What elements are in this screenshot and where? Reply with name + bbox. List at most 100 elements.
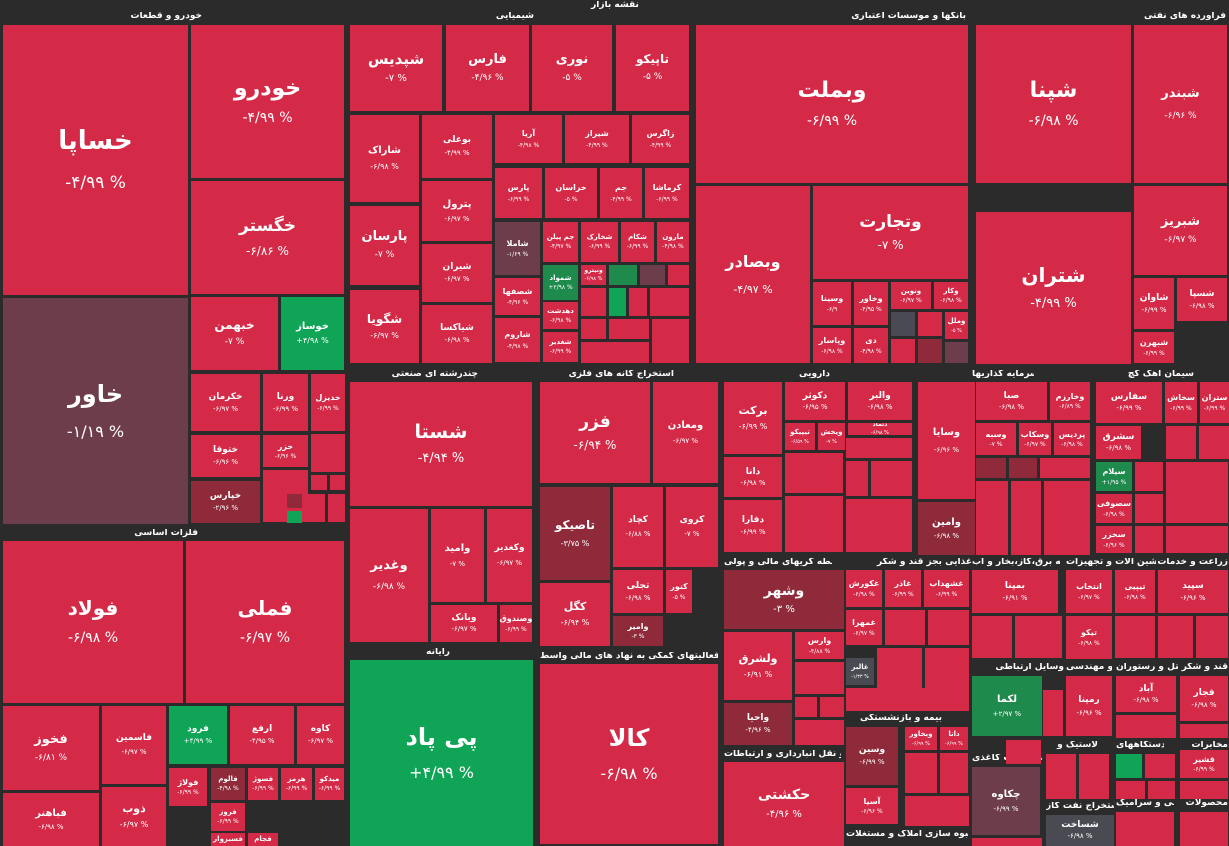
- stock-tile-unlabeled[interactable]: [1180, 781, 1228, 799]
- stock-tile[interactable]: وبصادر -۴/۹۷ %: [696, 186, 810, 363]
- stock-tile[interactable]: شبندر -۶/۹۶ %: [1134, 25, 1227, 183]
- stock-tile-unlabeled[interactable]: [785, 496, 843, 552]
- stock-tile-unlabeled[interactable]: [581, 319, 606, 339]
- stock-tile[interactable]: کگل -۶/۹۴ %: [540, 583, 610, 646]
- stock-tile[interactable]: شاملا -۱/۶۹ %: [495, 222, 540, 275]
- stock-tile-unlabeled[interactable]: [976, 458, 1006, 478]
- stock-tile[interactable]: وسکاب -۶/۹۷ %: [1019, 423, 1051, 455]
- stock-tile[interactable]: غالبر -۱/۳۳ %: [846, 658, 874, 685]
- stock-tile[interactable]: وخارزم -۶/۸۹ %: [1050, 382, 1090, 420]
- stock-tile[interactable]: ویخش -۷ %: [818, 423, 845, 450]
- stock-tile-unlabeled[interactable]: [1116, 754, 1142, 778]
- stock-tile-unlabeled[interactable]: [581, 342, 649, 363]
- stock-tile-unlabeled[interactable]: [846, 688, 969, 711]
- stock-tile[interactable]: غکورش -۶/۹۸ %: [846, 570, 882, 607]
- stock-tile[interactable]: شساخت -۶/۹۸ %: [1046, 815, 1114, 846]
- stock-tile[interactable]: خوساز +۴/۹۸ %: [281, 297, 344, 370]
- stock-tile[interactable]: کچاد -۶/۸۸ %: [613, 487, 663, 567]
- stock-tile[interactable]: صبا -۶/۹۸ %: [976, 382, 1047, 420]
- stock-tile[interactable]: فولاژ -۶/۹۹ %: [169, 768, 207, 806]
- stock-tile[interactable]: شپدیس -۷ %: [350, 25, 442, 111]
- stock-tile[interactable]: کرماشا -۶/۹۹ %: [645, 168, 689, 218]
- stock-tile[interactable]: تجلی -۶/۹۸ %: [613, 570, 663, 613]
- stock-tile[interactable]: غمهرا -۶/۹۷ %: [846, 610, 882, 645]
- stock-tile[interactable]: وامید -۷ %: [431, 509, 484, 602]
- stock-tile[interactable]: تیکو -۶/۹۸ %: [1066, 616, 1112, 659]
- stock-tile-unlabeled[interactable]: [1044, 481, 1090, 555]
- stock-tile[interactable]: شیاکسا -۶/۹۸ %: [422, 305, 492, 363]
- stock-tile-unlabeled[interactable]: [945, 342, 968, 363]
- stock-tile-unlabeled[interactable]: [1040, 458, 1090, 478]
- stock-tile[interactable]: ستران -۶/۹۹ %: [1200, 382, 1229, 423]
- stock-tile-unlabeled[interactable]: [328, 494, 345, 522]
- stock-tile[interactable]: سخزر -۶/۹۶ %: [1096, 526, 1132, 553]
- stock-tile[interactable]: وملل -۵ %: [945, 312, 968, 339]
- stock-tile[interactable]: ومعادن -۶/۹۷ %: [653, 382, 718, 483]
- stock-tile-unlabeled[interactable]: [1006, 740, 1041, 764]
- stock-tile[interactable]: برکت -۶/۹۹ %: [724, 382, 782, 454]
- stock-tile-unlabeled[interactable]: [940, 753, 968, 793]
- stock-tile-unlabeled[interactable]: [846, 499, 912, 552]
- stock-tile-unlabeled[interactable]: [1199, 426, 1229, 459]
- stock-tile[interactable]: فولاد -۶/۹۸ %: [3, 541, 183, 703]
- stock-tile[interactable]: پترول -۶/۹۷ %: [422, 181, 492, 241]
- stock-tile[interactable]: کروی -۷ %: [666, 487, 718, 567]
- stock-tile[interactable]: نوری -۵ %: [532, 25, 612, 111]
- stock-tile-unlabeled[interactable]: [918, 312, 942, 336]
- stock-tile[interactable]: شیراز -۴/۹۹ %: [565, 115, 629, 163]
- stock-tile[interactable]: شصفها -۴/۹۶ %: [495, 278, 540, 315]
- stock-tile-unlabeled[interactable]: [311, 434, 345, 472]
- stock-tile-unlabeled[interactable]: [652, 319, 689, 363]
- stock-tile[interactable]: وامیر -۳ %: [613, 616, 663, 646]
- stock-tile[interactable]: وبخاور -۶/۹۹ %: [905, 727, 937, 750]
- stock-tile-unlabeled[interactable]: [905, 796, 969, 826]
- stock-tile[interactable]: خکرمان -۶/۹۷ %: [191, 374, 260, 431]
- stock-tile-unlabeled[interactable]: [1145, 754, 1175, 778]
- stock-tile-unlabeled[interactable]: [1045, 616, 1062, 658]
- stock-tile[interactable]: شاروم -۴/۹۸ %: [495, 318, 540, 362]
- stock-tile[interactable]: خودرو -۴/۹۹ %: [191, 25, 344, 178]
- stock-tile[interactable]: فخوز -۶/۸۱ %: [3, 706, 99, 790]
- stock-tile[interactable]: تاصیکو -۳/۷۵ %: [540, 487, 610, 580]
- stock-tile-unlabeled[interactable]: [1135, 526, 1163, 553]
- stock-tile[interactable]: فرود +۴/۹۹ %: [169, 706, 227, 764]
- stock-tile-unlabeled[interactable]: [1180, 724, 1228, 738]
- stock-tile[interactable]: فجام: [248, 833, 278, 846]
- stock-tile[interactable]: وسبه -۷ %: [976, 423, 1016, 455]
- stock-tile-unlabeled[interactable]: [905, 753, 937, 793]
- stock-tile[interactable]: کاوه -۶/۹۷ %: [297, 706, 344, 764]
- stock-tile[interactable]: شاراک -۶/۹۸ %: [350, 115, 419, 202]
- stock-tile[interactable]: فاسمین -۶/۹۷ %: [102, 706, 166, 784]
- stock-tile-unlabeled[interactable]: [640, 265, 665, 285]
- stock-tile[interactable]: فارس -۴/۹۶ %: [446, 25, 529, 111]
- stock-tile[interactable]: شسپا -۶/۹۸ %: [1177, 278, 1227, 321]
- stock-tile-unlabeled[interactable]: [1009, 458, 1037, 478]
- stock-tile[interactable]: خبهمن -۷ %: [191, 297, 278, 370]
- stock-tile[interactable]: خساپا -۴/۹۹ %: [3, 25, 188, 295]
- stock-tile[interactable]: شاوان -۶/۹۹ %: [1134, 278, 1174, 329]
- stock-tile[interactable]: خاور -۱/۱۹ %: [3, 298, 188, 524]
- stock-tile-unlabeled[interactable]: [871, 461, 912, 496]
- stock-tile[interactable]: میدکو -۶/۹۹ %: [315, 768, 344, 800]
- stock-tile[interactable]: شمواد +۲/۹۸ %: [543, 265, 578, 300]
- stock-tile[interactable]: کالا -۶/۹۸ %: [540, 664, 718, 844]
- stock-tile[interactable]: آریا -۴/۹۸ %: [495, 115, 562, 163]
- stock-tile[interactable]: شبریز -۶/۹۷ %: [1134, 186, 1227, 275]
- stock-tile[interactable]: سپید -۶/۹۶ %: [1158, 570, 1228, 613]
- stock-tile-unlabeled[interactable]: [972, 616, 1012, 658]
- stock-tile[interactable]: خراسان -۵ %: [545, 168, 597, 218]
- stock-tile[interactable]: ولشرق -۶/۹۱ %: [724, 632, 792, 700]
- stock-tile-unlabeled[interactable]: [311, 475, 327, 490]
- stock-tile-unlabeled[interactable]: [976, 481, 1008, 555]
- stock-tile[interactable]: غشهداب -۶/۹۹ %: [924, 570, 969, 607]
- stock-tile[interactable]: وبانک -۶/۹۷ %: [431, 605, 497, 642]
- stock-tile[interactable]: واحیا -۴/۹۶ %: [724, 703, 792, 745]
- stock-tile[interactable]: پردیس -۶/۹۸ %: [1054, 423, 1090, 455]
- stock-tile-unlabeled[interactable]: [1180, 812, 1228, 846]
- stock-tile[interactable]: چکاوه -۶/۹۹ %: [972, 767, 1040, 835]
- stock-tile[interactable]: سفارس -۶/۹۹ %: [1096, 382, 1162, 423]
- stock-tile-unlabeled[interactable]: [287, 494, 302, 508]
- stock-tile[interactable]: وتجارت -۷ %: [813, 186, 968, 279]
- stock-tile[interactable]: شکام -۶/۹۹ %: [621, 222, 654, 262]
- stock-tile-unlabeled[interactable]: [785, 453, 843, 493]
